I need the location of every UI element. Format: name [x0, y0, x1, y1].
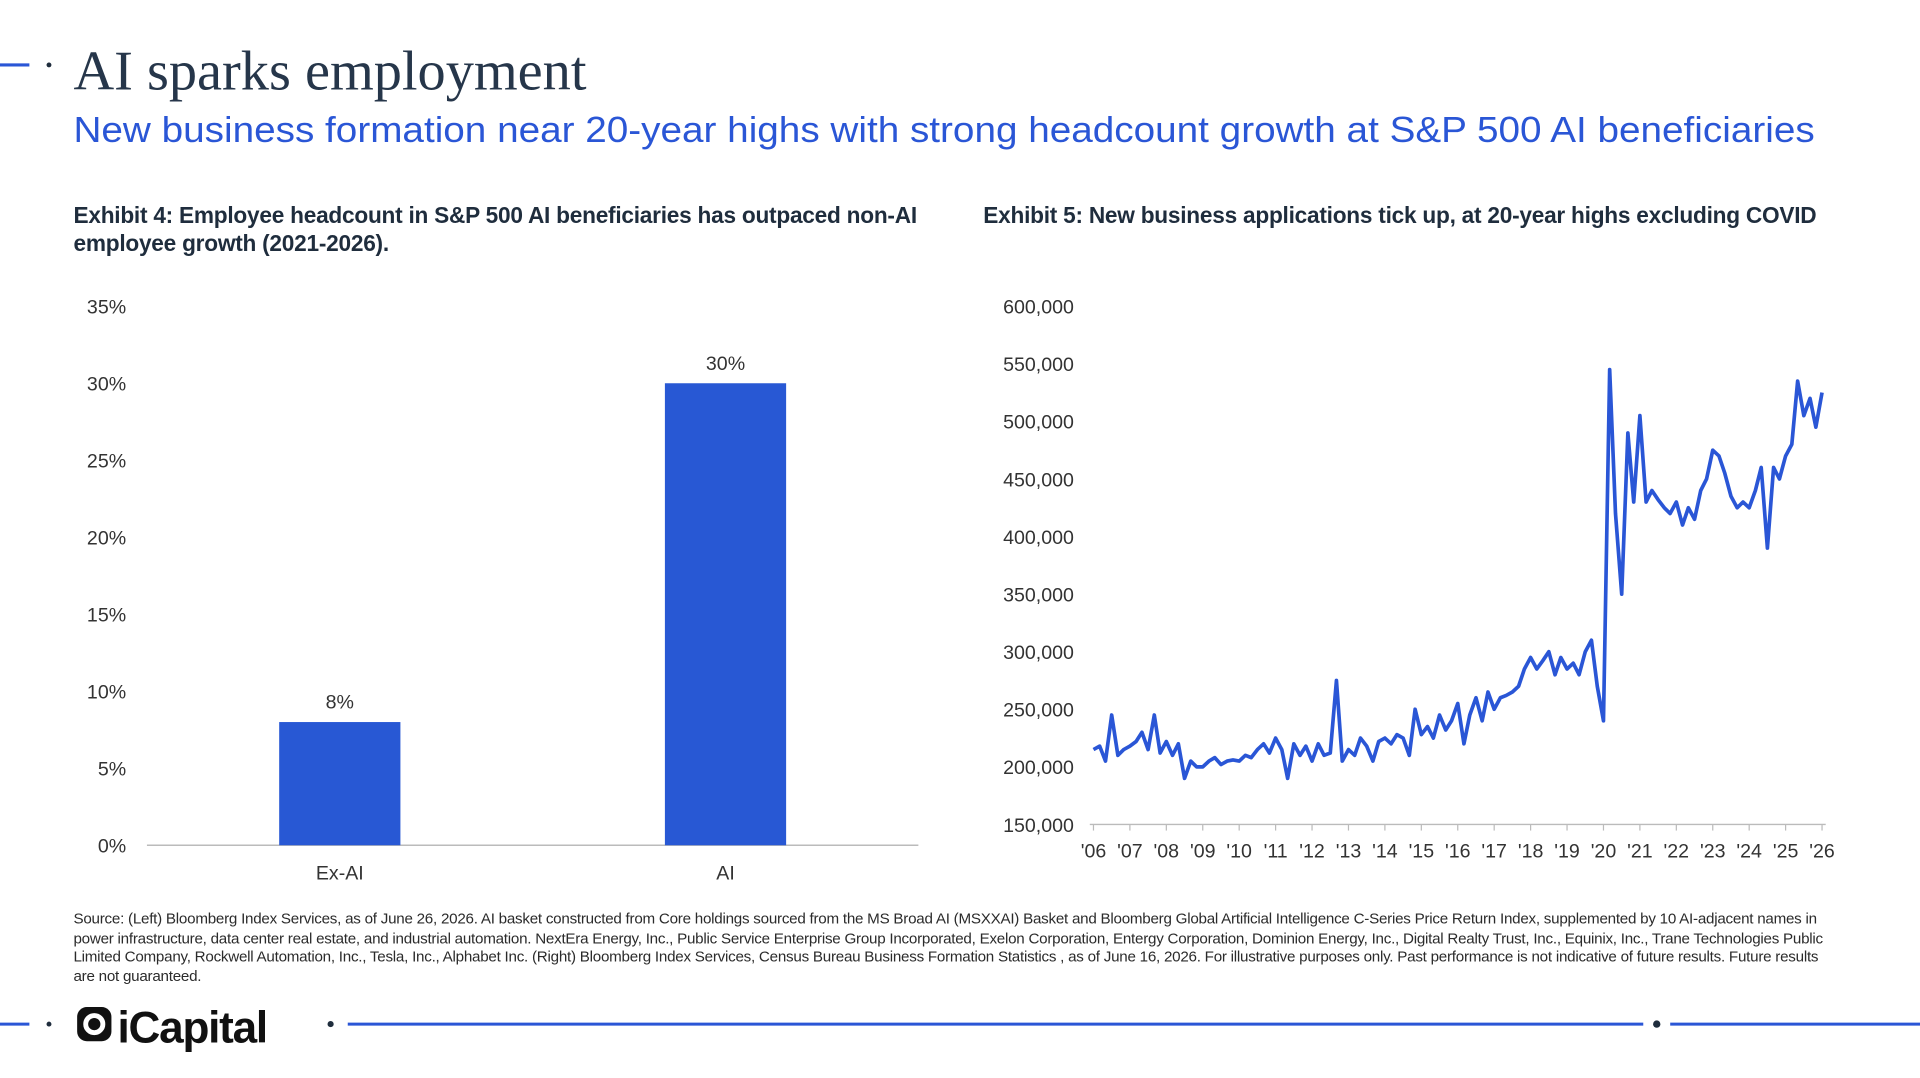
x-tick-label: '17	[1481, 840, 1507, 862]
x-tick-label: '13	[1336, 840, 1362, 862]
slide-subtitle: New business formation near 20-year high…	[73, 109, 1814, 150]
logo-icon	[77, 1006, 112, 1042]
x-tick-label: '10	[1226, 840, 1252, 862]
slide-title: AI sparks employment	[73, 40, 586, 102]
y-tick-label: 150,000	[1003, 815, 1074, 837]
x-tick-label: '11	[1264, 840, 1288, 862]
y-tick-label: 400,000	[1003, 527, 1074, 549]
y-tick-label: 350,000	[1003, 584, 1074, 606]
y-tick-label: 30%	[87, 374, 126, 396]
y-tick-label: 35%	[87, 297, 126, 319]
x-tick-label: '18	[1518, 840, 1544, 862]
x-tick-label: Ex-AI	[316, 863, 364, 885]
y-tick-label: 5%	[98, 759, 126, 781]
x-tick-label: '19	[1554, 840, 1580, 862]
bar	[664, 383, 787, 846]
decor-dot	[46, 62, 52, 68]
value-label: 30%	[706, 353, 745, 375]
y-tick-label: 500,000	[1003, 412, 1074, 434]
x-tick-label: '15	[1409, 840, 1435, 862]
y-tick-label: 600,000	[1003, 297, 1074, 319]
source-note: Source: (Left) Bloomberg Index Services,…	[73, 910, 1823, 985]
y-tick-label: 300,000	[1003, 642, 1074, 664]
x-tick-label: '12	[1299, 840, 1325, 862]
y-tick-label: 20%	[87, 528, 126, 550]
y-tick-label: 200,000	[1003, 757, 1074, 779]
value-label: 8%	[326, 692, 354, 714]
logo-icon-ring	[83, 1013, 106, 1036]
x-tick-label: '25	[1773, 840, 1799, 862]
x-tick-label: '14	[1372, 840, 1398, 862]
decor-dot	[327, 1021, 334, 1028]
x-tick-label: '06	[1081, 840, 1107, 862]
x-tick-label: '24	[1736, 840, 1762, 862]
x-tick-label: '20	[1591, 840, 1617, 862]
y-tick-label: 550,000	[1003, 354, 1074, 376]
y-tick-label: 250,000	[1003, 700, 1074, 722]
x-tick-label: '16	[1445, 840, 1471, 862]
x-tick-label: '21	[1627, 840, 1653, 862]
x-tick-label: '23	[1700, 840, 1726, 862]
logo-text: iCapital	[118, 1003, 267, 1052]
data-line	[1092, 367, 1824, 781]
source-box: Source: (Left) Bloomberg Index Services,…	[73, 910, 1823, 985]
exhibit-title-box: Exhibit 4: Employee headcount in S&P 500…	[73, 202, 917, 257]
y-tick-label: 25%	[87, 451, 126, 473]
exhibit-4-title: Exhibit 4: Employee headcount in S&P 500…	[73, 202, 917, 257]
x-tick-label: '22	[1664, 840, 1690, 862]
x-tick-label: AI	[716, 863, 734, 885]
y-tick-label: 15%	[87, 605, 126, 627]
y-tick-label: 0%	[98, 836, 126, 858]
x-tick-label: '07	[1117, 840, 1143, 862]
x-tick-label: '08	[1154, 840, 1180, 862]
decor-dot	[46, 1021, 52, 1027]
bar	[279, 722, 401, 846]
y-tick-label: 10%	[87, 682, 126, 704]
decor-dot	[1653, 1020, 1661, 1028]
x-tick-label: '09	[1190, 840, 1216, 862]
exhibit-title-box: Exhibit 5: New business applications tic…	[983, 202, 1817, 228]
x-tick-label: '26	[1809, 840, 1835, 862]
y-tick-label: 450,000	[1003, 469, 1074, 491]
exhibit-5-title: Exhibit 5: New business applications tic…	[983, 202, 1817, 228]
